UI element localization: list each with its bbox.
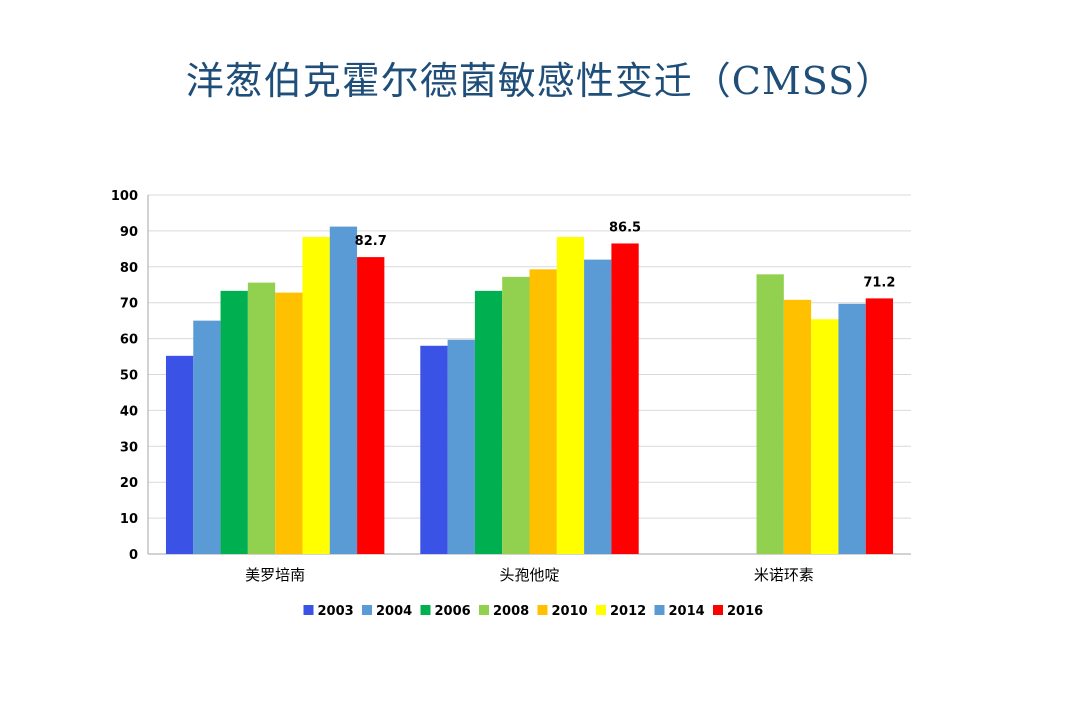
legend-swatch-2008 (479, 605, 489, 615)
bar-2016 (865, 298, 894, 554)
bar-2006 (220, 290, 248, 554)
bar-2016 (611, 243, 639, 554)
y-tick-label: 0 (129, 548, 138, 563)
legend-swatch-2006 (420, 605, 431, 615)
bar-2003 (165, 355, 194, 554)
y-tick-label: 90 (120, 225, 138, 240)
bar-2014 (584, 259, 612, 554)
legend-label: 2012 (610, 604, 646, 619)
y-tick-label: 30 (120, 440, 138, 455)
data-label: 82.7 (355, 234, 387, 249)
bar-2004 (193, 320, 221, 554)
bar-2008 (756, 274, 784, 554)
x-category-label: 头孢他啶 (499, 566, 559, 584)
bar-2012 (556, 237, 585, 555)
legend-label: 2008 (493, 604, 529, 619)
y-tick-label: 50 (120, 369, 138, 384)
bar-2014 (329, 226, 358, 555)
y-tick-label: 80 (120, 261, 138, 276)
y-tick-label: 100 (111, 189, 138, 204)
legend-swatch-2003 (303, 605, 314, 615)
x-category-label: 美罗培南 (245, 566, 305, 584)
legend-swatch-2004 (362, 605, 372, 615)
chart-title: 洋葱伯克霍尔德菌敏感性变迁（CMSS） (185, 59, 895, 103)
legend-swatch-2014 (654, 605, 665, 615)
bar-2006 (474, 290, 503, 554)
legend-label: 2004 (376, 604, 412, 619)
y-tick-label: 10 (120, 512, 138, 527)
legend-swatch-2012 (596, 605, 606, 615)
bar-2010 (275, 292, 303, 554)
bar-2010 (529, 269, 557, 554)
bar-2014 (838, 303, 866, 554)
legend-label: 2014 (669, 604, 705, 619)
data-label: 71.2 (863, 275, 895, 290)
legend-swatch-2010 (537, 605, 548, 615)
legend-label: 2010 (552, 604, 588, 619)
y-tick-label: 70 (120, 297, 138, 312)
y-tick-label: 60 (120, 333, 138, 348)
data-label: 86.5 (609, 220, 641, 235)
x-category-label: 米诺环素 (754, 566, 814, 584)
y-tick-label: 40 (120, 404, 138, 419)
bar-2012 (811, 319, 839, 554)
bar-2008 (502, 276, 530, 554)
bar-2004 (447, 339, 475, 554)
bar-2016 (357, 257, 385, 554)
legend-label: 2016 (727, 604, 763, 619)
legend-label: 2003 (318, 604, 354, 619)
bar-2010 (783, 299, 812, 554)
legend-label: 2006 (435, 604, 471, 619)
y-tick-label: 20 (120, 476, 138, 491)
bar-2003 (420, 345, 448, 554)
bar-2008 (247, 282, 276, 554)
bar-2012 (302, 237, 330, 555)
legend-swatch-2016 (713, 605, 723, 615)
